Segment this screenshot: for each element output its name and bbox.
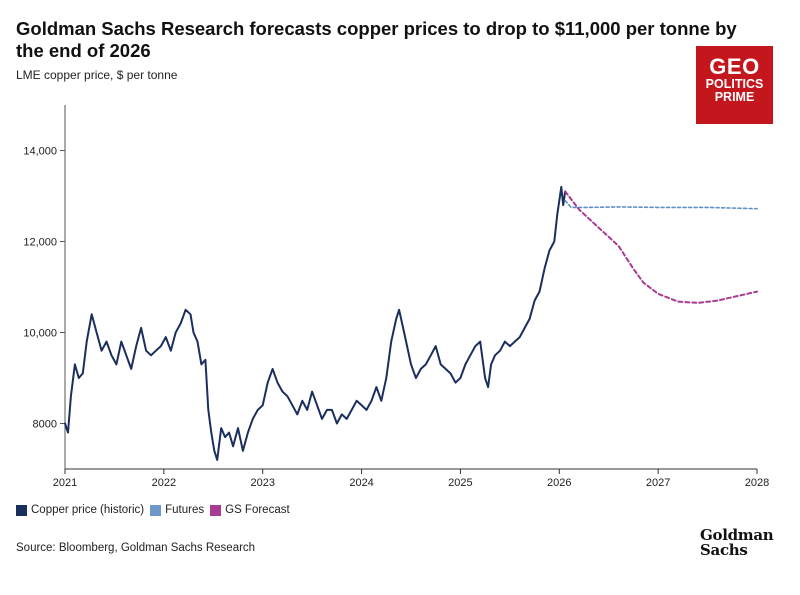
goldman-sachs-logo: Goldman Sachs bbox=[700, 528, 775, 558]
logo-line-1: GEO bbox=[709, 54, 760, 79]
gs-logo-line-1: Goldman bbox=[700, 526, 774, 544]
y-tick-label: 8000 bbox=[33, 419, 57, 431]
futures-line bbox=[564, 199, 758, 210]
y-tick-label: 12,000 bbox=[23, 237, 57, 249]
y-tick-label: 14,000 bbox=[23, 146, 57, 158]
legend-label-historic: Copper price (historic) bbox=[31, 504, 145, 516]
x-tick-label: 2028 bbox=[745, 477, 769, 489]
legend-swatch-gs-forecast bbox=[210, 504, 222, 516]
legend-item-gs-forecast: GS Forecast bbox=[210, 504, 290, 516]
x-tick-label: 2026 bbox=[547, 477, 571, 489]
x-tick-label: 2023 bbox=[250, 477, 274, 489]
geopolitics-prime-logo: GEO POLITICS PRIME bbox=[696, 46, 773, 124]
legend-swatch-futures bbox=[150, 504, 162, 516]
source-note: Source: Bloomberg, Goldman Sachs Researc… bbox=[16, 542, 256, 554]
x-tick-label: 2022 bbox=[152, 477, 176, 489]
chart-legend: Copper price (historic) Futures GS Forec… bbox=[16, 504, 296, 516]
x-tick-label: 2021 bbox=[53, 477, 77, 489]
x-tick-label: 2024 bbox=[349, 477, 373, 489]
legend-item-historic: Copper price (historic) bbox=[16, 504, 144, 516]
chart-subtitle: LME copper price, $ per tonne bbox=[16, 68, 178, 82]
legend-swatch-historic bbox=[16, 504, 27, 516]
x-tick-label: 2027 bbox=[646, 477, 670, 489]
gs-forecast-line bbox=[564, 190, 758, 304]
legend-item-futures: Futures bbox=[150, 504, 204, 516]
historic-price-line bbox=[64, 185, 567, 461]
chart-title: Goldman Sachs Research forecasts copper … bbox=[16, 18, 737, 61]
legend-label-gs-forecast: GS Forecast bbox=[225, 504, 290, 516]
x-tick-label: 2025 bbox=[448, 477, 472, 489]
y-tick-label: 10,000 bbox=[23, 328, 57, 340]
logo-line-3: PRIME bbox=[714, 90, 755, 104]
legend-label-futures: Futures bbox=[165, 504, 205, 516]
logo-line-2: POLITICS bbox=[705, 77, 764, 91]
gs-logo-line-2: Sachs bbox=[700, 541, 748, 559]
